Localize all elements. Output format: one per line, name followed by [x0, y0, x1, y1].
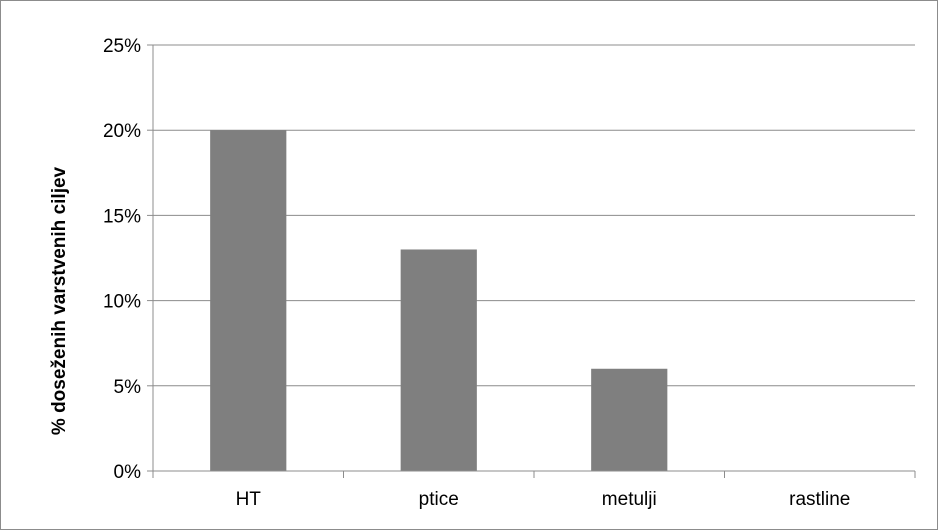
x-category-label-3: rastline: [789, 489, 850, 510]
x-category-label-0: HT: [236, 489, 262, 510]
y-axis-title: % doseženih varstvenih ciljev: [49, 166, 70, 435]
bar-metulji: [591, 368, 668, 471]
y-tick-label-5: 25%: [103, 36, 141, 57]
x-category-label-1: ptice: [419, 489, 459, 510]
y-tick-labels: 0% 5% 10% 15% 20% 25%: [103, 36, 141, 483]
y-tick-label-0: 0%: [114, 462, 142, 483]
x-category-label-2: metulji: [602, 489, 657, 510]
y-tick-label-3: 15%: [103, 206, 141, 227]
bar-HT: [210, 130, 287, 471]
axes: [147, 44, 916, 478]
bar-ptice: [400, 249, 477, 471]
x-category-labels: HT ptice metulji rastline: [236, 489, 851, 510]
y-tick-label-1: 5%: [114, 377, 142, 398]
bars: [210, 130, 668, 471]
y-tick-label-4: 20%: [103, 121, 141, 142]
y-tick-label-2: 10%: [103, 292, 141, 313]
